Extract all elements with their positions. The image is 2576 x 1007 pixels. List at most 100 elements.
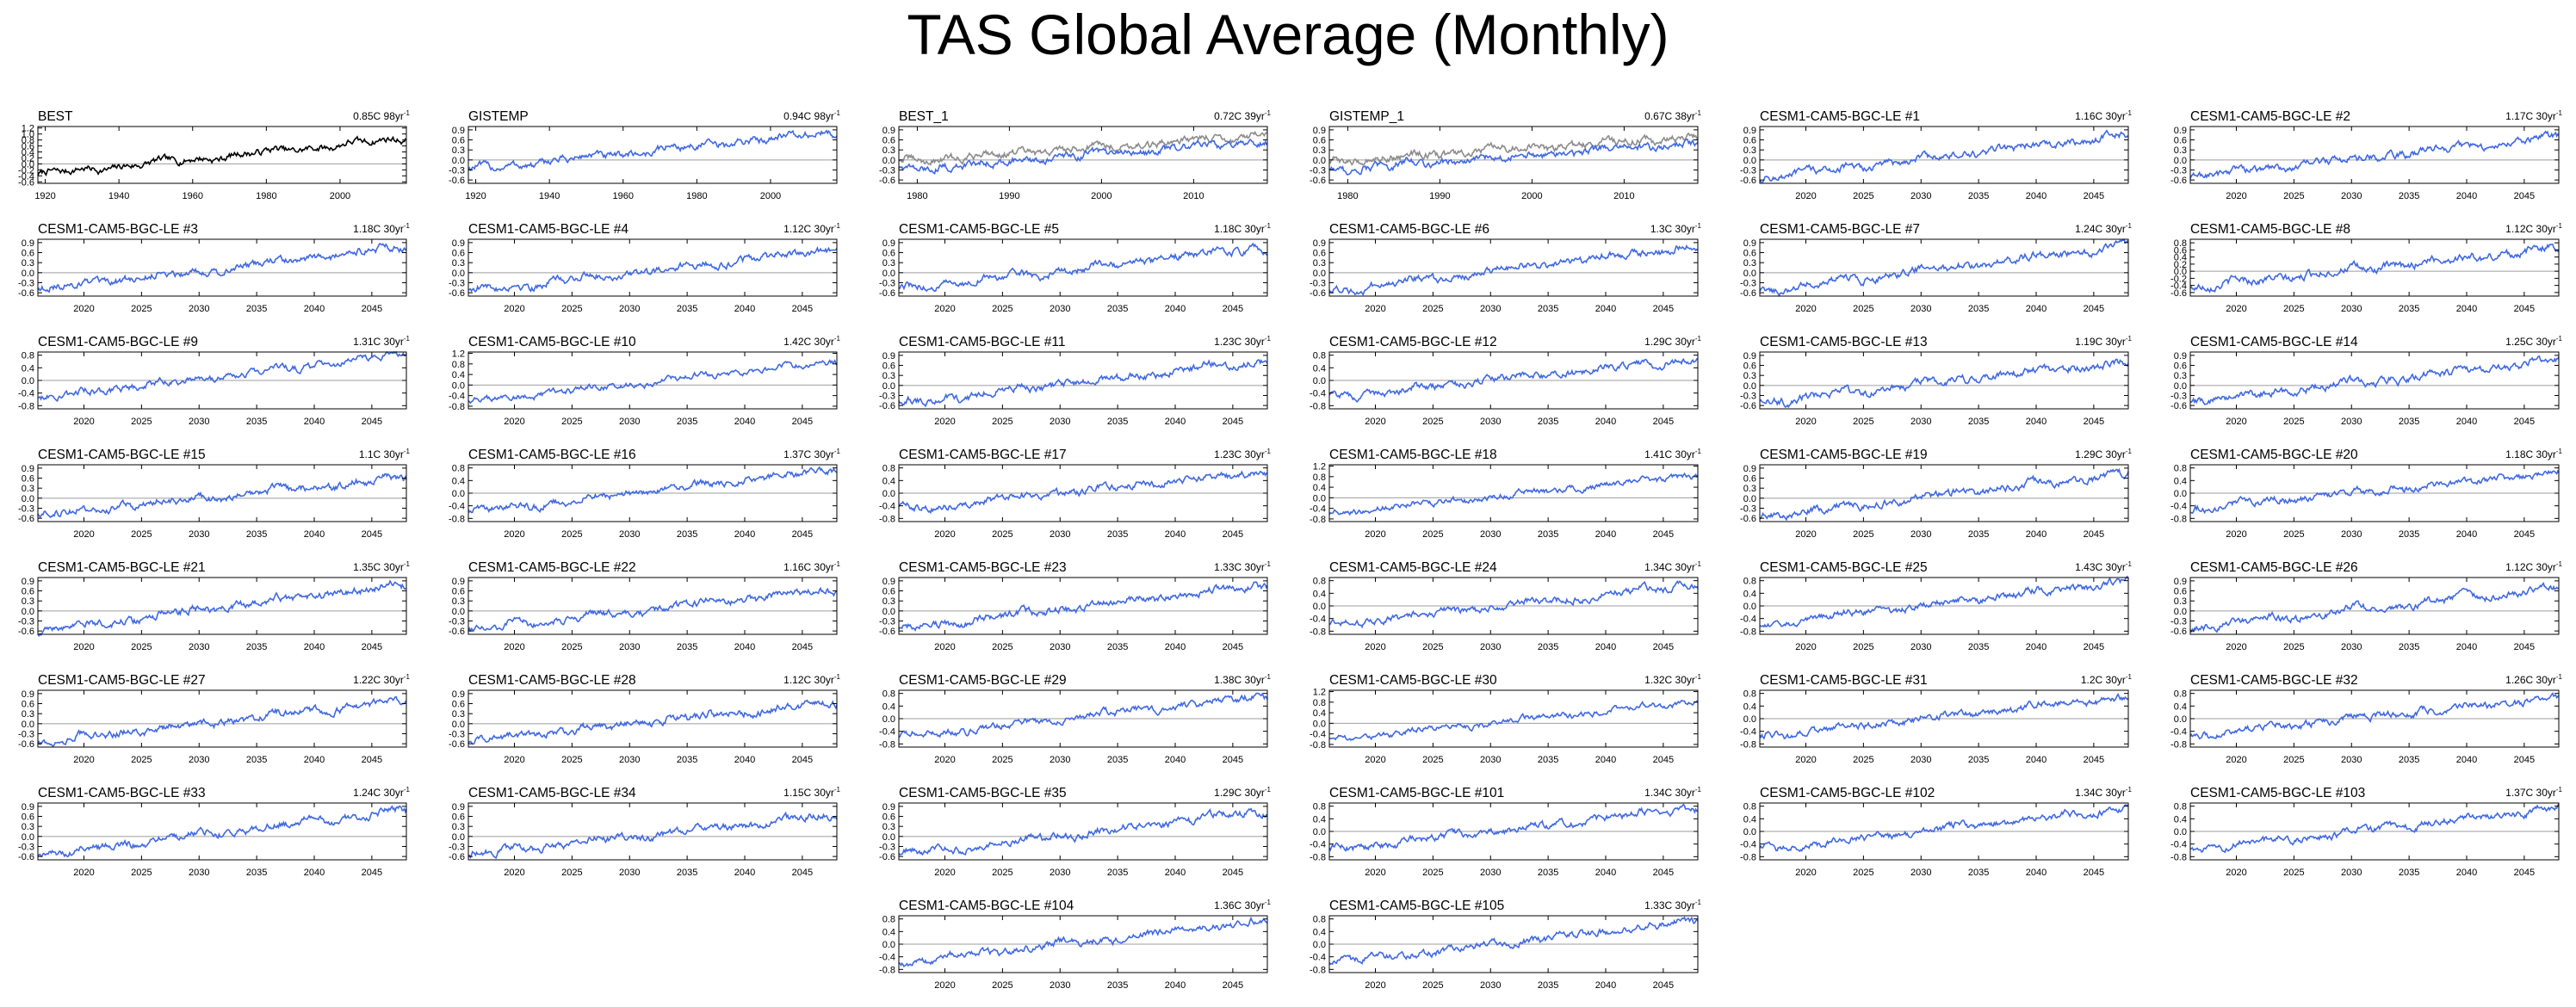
- x-tick-label: 2030: [189, 529, 209, 540]
- y-tick-label: 0.4: [1313, 363, 1326, 374]
- y-tick-label: -0.4: [1310, 504, 1326, 515]
- x-tick-label: 2045: [1223, 980, 1243, 991]
- trend-value: 1.12C 30yr: [783, 674, 834, 686]
- series-line: [37, 242, 407, 293]
- y-tick-label: 0.0: [1313, 602, 1326, 612]
- chart-panel: GISTEMP_1 0.67C 38yr-1 0.9 0.6 0.3 0.0 -0.3 -0.…: [1297, 109, 1701, 218]
- y-tick-label: 0.4: [452, 370, 465, 380]
- x-tick-label: 2040: [1595, 529, 1616, 540]
- x-tick-label: 2025: [992, 868, 1012, 878]
- y-tick-label: 0.8: [2174, 464, 2187, 474]
- x-tick-label: 2020: [1795, 868, 1816, 878]
- y-tick-label: 0.0: [1313, 827, 1326, 837]
- y-tick-label: 0.0: [1743, 714, 1756, 725]
- trend-value: 1.25C 30yr: [2505, 336, 2556, 348]
- trend-exponent: -1: [1694, 222, 1701, 230]
- x-tick-label: 2035: [2399, 304, 2419, 314]
- plot-frame: [37, 126, 407, 184]
- x-tick-label: 2045: [2084, 529, 2104, 540]
- x-tick-label: 2030: [189, 642, 209, 652]
- y-tick-label: 0.0: [22, 376, 34, 386]
- x-tick-label: 2040: [2456, 529, 2477, 540]
- y-tick-label: 0.0: [452, 832, 465, 843]
- chart-panel: CESM1-CAM5-BGC-LE #29 1.38C 30yr-1 0.8 0.4 0…: [866, 673, 1271, 782]
- chart-panel: CESM1-CAM5-BGC-LE #104 1.36C 30yr-1 0.8 0.4…: [866, 899, 1271, 1007]
- panel-plot: 0.8 0.4 0.0 -0.4 -0.8 2020 2025 2030 2035 2040 204…: [879, 915, 1268, 991]
- plot-frame: [468, 126, 838, 184]
- trend-value: 1.37C 30yr: [2505, 787, 2556, 799]
- y-tick-label: 0.4: [2174, 476, 2187, 486]
- panel-plot: 0.90.60.30.0-0.3-0.6 2020 2025 2030 2035 2040…: [1740, 126, 2129, 201]
- panel-trend: 1.36C 30yr-1: [1214, 899, 1271, 911]
- panel-title: CESM1-CAM5-BGC-LE #105: [1329, 899, 1505, 913]
- plot-frame: [898, 126, 1268, 184]
- series-line: [2189, 691, 2560, 740]
- panel-trend: 1.31C 30yr-1: [353, 335, 410, 348]
- chart-panel: CESM1-CAM5-BGC-LE #24 1.34C 30yr-1 0.8 0.4 0…: [1297, 560, 1701, 669]
- x-tick-label: 2045: [1653, 642, 1674, 652]
- series-line: [37, 350, 407, 402]
- panel-title: CESM1-CAM5-BGC-LE #31: [1760, 673, 1928, 688]
- panel-trend: 1.41C 30yr-1: [1644, 448, 1701, 460]
- x-tick-label: 2040: [1595, 304, 1616, 314]
- x-tick-label: 2035: [1538, 642, 1558, 652]
- x-tick-label: 2035: [2399, 868, 2419, 878]
- panel-plot: 0.90.60.30.0-0.3-0.6 2020 2025 2030 2035 2040…: [879, 238, 1268, 314]
- y-tick-label: 0.6: [1313, 249, 1326, 259]
- panel-trend: 1.12C 30yr-1: [783, 673, 840, 686]
- series-line: [1759, 693, 2129, 740]
- y-tick-label: 0.8: [1313, 351, 1326, 361]
- series-line: [468, 466, 838, 514]
- y-tick-label: 0.0: [22, 494, 34, 504]
- y-tick-label: 0.9: [882, 802, 895, 812]
- y-tick-label: 0.4: [1313, 589, 1326, 599]
- plot-frame: [468, 802, 838, 861]
- y-tick-label: 0.0: [882, 940, 895, 950]
- x-tick-label: 1960: [613, 191, 634, 201]
- panel-trend: 1.42C 30yr-1: [783, 335, 840, 348]
- y-tick-label: 0.4: [2174, 814, 2187, 825]
- y-tick-label: 0.6: [452, 249, 465, 259]
- x-tick-label: 2045: [362, 529, 382, 540]
- chart-panel: CESM1-CAM5-BGC-LE #22 1.16C 30yr-1 0.9 0.6 0…: [436, 560, 840, 669]
- panel-plot: 0.8 0.4 0.0 -0.4 -0.8 2020 2025 2030 2035 2040 204…: [2170, 464, 2560, 540]
- x-tick-label: 2040: [304, 529, 325, 540]
- x-tick-label: 2045: [362, 755, 382, 765]
- y-tick-label: -0.8: [2170, 852, 2187, 862]
- trend-value: 1.34C 30yr: [1644, 561, 1695, 573]
- x-tick-label: 2025: [1853, 417, 1873, 427]
- x-tick-label: 2040: [1165, 868, 1186, 878]
- x-tick-label: 2045: [1223, 868, 1243, 878]
- series-line: [37, 579, 407, 638]
- y-tick-label: 0.9: [452, 126, 465, 136]
- trend-exponent: -1: [833, 560, 840, 568]
- panel-trend: 1.23C 30yr-1: [1214, 448, 1271, 460]
- panel-plot: 0.8 0.4 0.0 -0.4 -0.8 2020 2025 2030 2035 2040 204…: [1310, 577, 1699, 652]
- plot-frame: [1328, 126, 1699, 184]
- panel-title: CESM1-CAM5-BGC-LE #103: [2190, 786, 2366, 800]
- y-tick-label: -0.3: [1740, 278, 1756, 288]
- y-tick-label: 0.8: [1313, 473, 1326, 483]
- panel-trend: 1.38C 30yr-1: [1214, 673, 1271, 686]
- chart-panel: BEST_1 0.72C 39yr-1 0.9 0.6 0.3 0.0 -0.3 -0.6 19…: [866, 109, 1271, 218]
- chart-panel: CESM1-CAM5-BGC-LE #15 1.1C 30yr-1 0.9 0.6 0.…: [5, 448, 410, 556]
- y-tick-label: 0.4: [1743, 589, 1756, 599]
- x-tick-label: 2020: [1795, 755, 1816, 765]
- x-tick-label: 2025: [2283, 868, 2304, 878]
- trend-exponent: -1: [2125, 673, 2132, 681]
- x-tick-label: 2030: [619, 529, 640, 540]
- plot-frame: [898, 802, 1268, 861]
- y-tick-label: -0.6: [449, 288, 465, 299]
- panel-plot: 0.90.60.30.0-0.3-0.6 2020 2025 2030 2035 2040…: [18, 689, 407, 765]
- y-tick-label: 0.8: [1313, 698, 1326, 708]
- x-tick-label: 2040: [1165, 980, 1186, 991]
- series-line: [37, 473, 407, 519]
- y-tick-label: 0.0: [452, 156, 465, 166]
- x-tick-label: 2035: [1968, 642, 1989, 652]
- trend-value: 1.34C 30yr: [2075, 787, 2126, 799]
- series-line: [898, 470, 1268, 515]
- x-tick-label: 2025: [561, 417, 582, 427]
- y-tick-label: 0.0: [1743, 602, 1756, 612]
- panel-plot: 0.90.60.30.0-0.3-0.6 2020 2025 2030 2035 2040…: [449, 238, 838, 314]
- x-tick-label: 2040: [1165, 755, 1186, 765]
